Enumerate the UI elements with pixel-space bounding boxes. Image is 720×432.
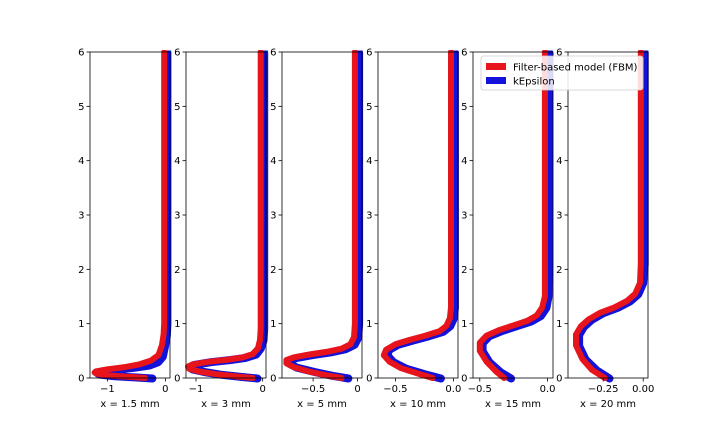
y-tick-label: 3 [270, 211, 276, 222]
y-tick-label: 5 [270, 102, 276, 113]
legend: Filter-based model (FBM) kEpsilon [480, 55, 644, 91]
legend-box [480, 55, 644, 91]
panel-6: 0 1 2 3 4 5 6 −0.25 0.00 x = 20 mm [556, 48, 654, 411]
y-tick-label: 2 [270, 265, 276, 276]
y-tick-label: 4 [270, 156, 276, 167]
axes-frame [281, 51, 363, 379]
y-tick-label: 6 [366, 48, 372, 59]
y-tick-label: 3 [556, 211, 562, 222]
series-line-kepsilon [575, 50, 649, 383]
x-tick-label: −0.5 [468, 384, 492, 395]
series-line-fbm [283, 50, 358, 381]
axes-frame [89, 51, 171, 379]
y-tick-label: 1 [556, 319, 562, 330]
y-tick-label: 1 [270, 319, 276, 330]
y-tick-label: 6 [556, 48, 562, 59]
y-tick-label: 0 [461, 374, 467, 385]
x-tick-label: −0.5 [383, 384, 407, 395]
y-tick-label: 3 [461, 211, 467, 222]
y-tick-label: 4 [78, 156, 84, 167]
x-tick-label: −1 [189, 384, 204, 395]
x-tick-label: 0.00 [632, 384, 654, 395]
y-tick-label: 1 [366, 319, 372, 330]
y-tick-label: 4 [556, 156, 562, 167]
y-tick-label: 5 [174, 102, 180, 113]
x-tick-label: −1 [100, 384, 115, 395]
series-line-fbm [476, 50, 548, 381]
y-tick-label: 4 [174, 156, 180, 167]
x-axis-label: x = 20 mm [580, 399, 636, 410]
x-axis-label: x = 3 mm [201, 399, 251, 410]
y-tick-label: 2 [556, 265, 562, 276]
x-tick-label: −0.25 [588, 384, 619, 395]
x-axis-label: x = 5 mm [297, 399, 347, 410]
series-line-kepsilon [93, 50, 172, 383]
x-tick-label: 0 [259, 384, 265, 395]
y-tick-label: 6 [78, 48, 84, 59]
legend-label: Filter-based model (FBM) [513, 63, 638, 74]
y-tick-label: 6 [270, 48, 276, 59]
y-tick-label: 0 [270, 374, 276, 385]
y-tick-label: 5 [556, 102, 562, 113]
x-tick-label: −0.5 [301, 384, 325, 395]
legend-label: kEpsilon [513, 77, 555, 88]
panel-4: 0 1 2 3 4 5 6 −0.5 0.0 x = 10 mm [366, 48, 461, 411]
axes-frame [185, 51, 267, 379]
y-tick-label: 3 [174, 211, 180, 222]
series-line-kepsilon [284, 50, 364, 383]
series-line-fbm [380, 50, 454, 381]
x-tick-label: 0 [354, 384, 360, 395]
y-tick-label: 4 [366, 156, 372, 167]
y-tick-label: 0 [556, 374, 562, 385]
x-axis-label: x = 15 mm [485, 399, 541, 410]
y-tick-label: 3 [366, 211, 372, 222]
x-tick-label: 0.0 [445, 384, 461, 395]
panel-3: 0 1 2 3 4 5 6 −0.5 0 x = 5 mm [270, 48, 364, 410]
y-tick-label: 2 [366, 265, 372, 276]
y-tick-label: 0 [174, 374, 180, 385]
legend-swatch [486, 77, 506, 84]
panel-5: 0 1 2 3 4 5 6 −0.5 0.0 x = 15 mm [461, 48, 555, 411]
series-line-kepsilon [185, 50, 269, 383]
x-tick-label: 0 [162, 384, 168, 395]
y-tick-label: 2 [461, 265, 467, 276]
x-axis-label: x = 1.5 mm [100, 399, 159, 410]
y-tick-label: 3 [78, 211, 84, 222]
x-tick-label: 0.0 [540, 384, 556, 395]
y-tick-label: 2 [174, 265, 180, 276]
y-tick-label: 1 [174, 319, 180, 330]
y-tick-label: 5 [78, 102, 84, 113]
y-tick-label: 1 [78, 319, 84, 330]
series-line-fbm [573, 50, 644, 381]
y-tick-label: 5 [461, 102, 467, 113]
y-tick-label: 5 [366, 102, 372, 113]
y-tick-label: 4 [461, 156, 467, 167]
series-line-kepsilon [478, 50, 554, 383]
legend-swatch [486, 63, 506, 70]
y-tick-label: 2 [78, 265, 84, 276]
series-line-fbm [91, 50, 168, 381]
x-axis-label: x = 10 mm [390, 399, 446, 410]
y-tick-label: 6 [461, 48, 467, 59]
y-tick-label: 0 [78, 374, 84, 385]
series-line-fbm [185, 50, 264, 381]
y-tick-label: 6 [174, 48, 180, 59]
y-tick-label: 1 [461, 319, 467, 330]
panel-2: 0 1 2 3 4 5 6 −1 0 x = 3 mm [174, 48, 269, 410]
y-tick-label: 0 [366, 374, 372, 385]
